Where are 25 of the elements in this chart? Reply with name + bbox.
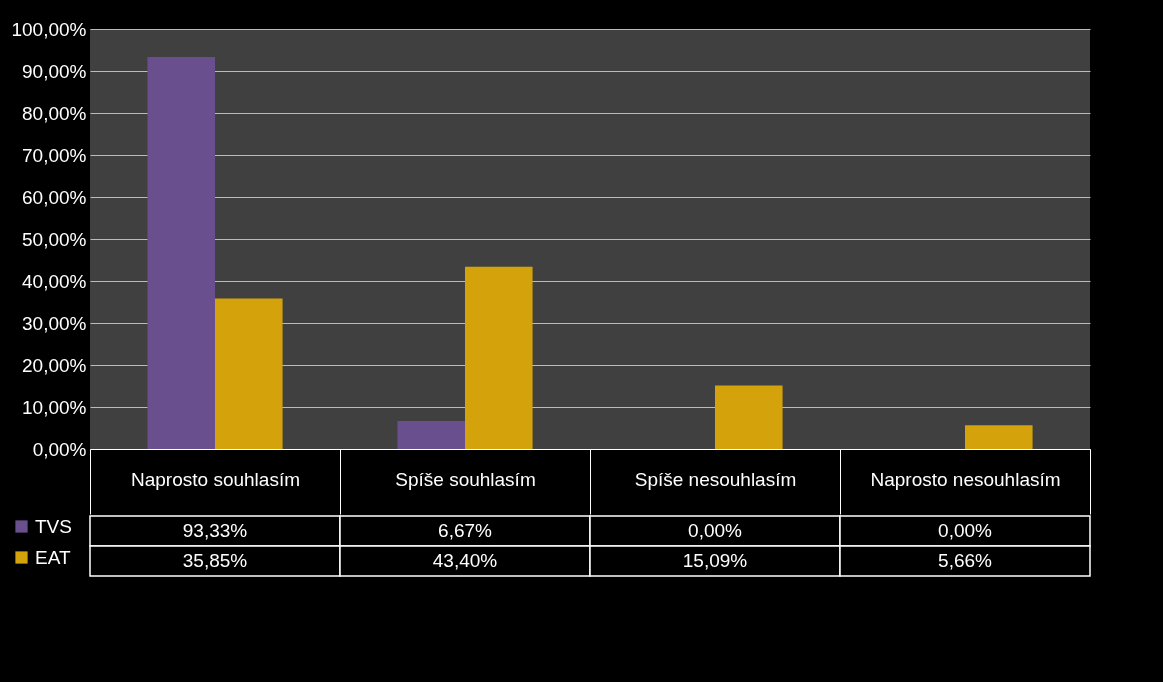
x-tick-label: Spíše souhlasím xyxy=(395,468,536,490)
y-tick-label: 20,00% xyxy=(22,354,87,376)
y-tick-label: 10,00% xyxy=(22,396,87,418)
data-label: 93,33% xyxy=(182,520,248,541)
y-tick-label: 30,00% xyxy=(22,312,87,334)
y-tick-label: 90,00% xyxy=(22,60,87,82)
y-tick-label: 100,00% xyxy=(11,18,87,40)
data-label: 6,67% xyxy=(438,520,493,541)
data-label: 0,00% xyxy=(688,520,743,541)
y-tick-label: 60,00% xyxy=(22,186,87,208)
y-tick-label: 40,00% xyxy=(22,270,87,292)
data-label: 15,09% xyxy=(682,550,748,571)
legend-label: TVS xyxy=(35,515,72,537)
legend-label: EAT xyxy=(35,546,71,568)
data-label: 0,00% xyxy=(938,520,993,541)
data-label: 5,66% xyxy=(938,550,993,571)
y-tick-label: 0,00% xyxy=(32,438,87,460)
y-tick-label: 50,00% xyxy=(22,228,87,250)
y-tick-label: 70,00% xyxy=(22,144,87,166)
x-tick-label: Naprosto souhlasím xyxy=(131,468,300,490)
y-tick-label: 80,00% xyxy=(22,102,87,124)
data-label: 35,85% xyxy=(182,550,248,571)
x-tick-label: Naprosto nesouhlasím xyxy=(870,468,1061,490)
data-label: 43,40% xyxy=(432,550,498,571)
x-tick-label: Spíše nesouhlasím xyxy=(634,468,797,490)
